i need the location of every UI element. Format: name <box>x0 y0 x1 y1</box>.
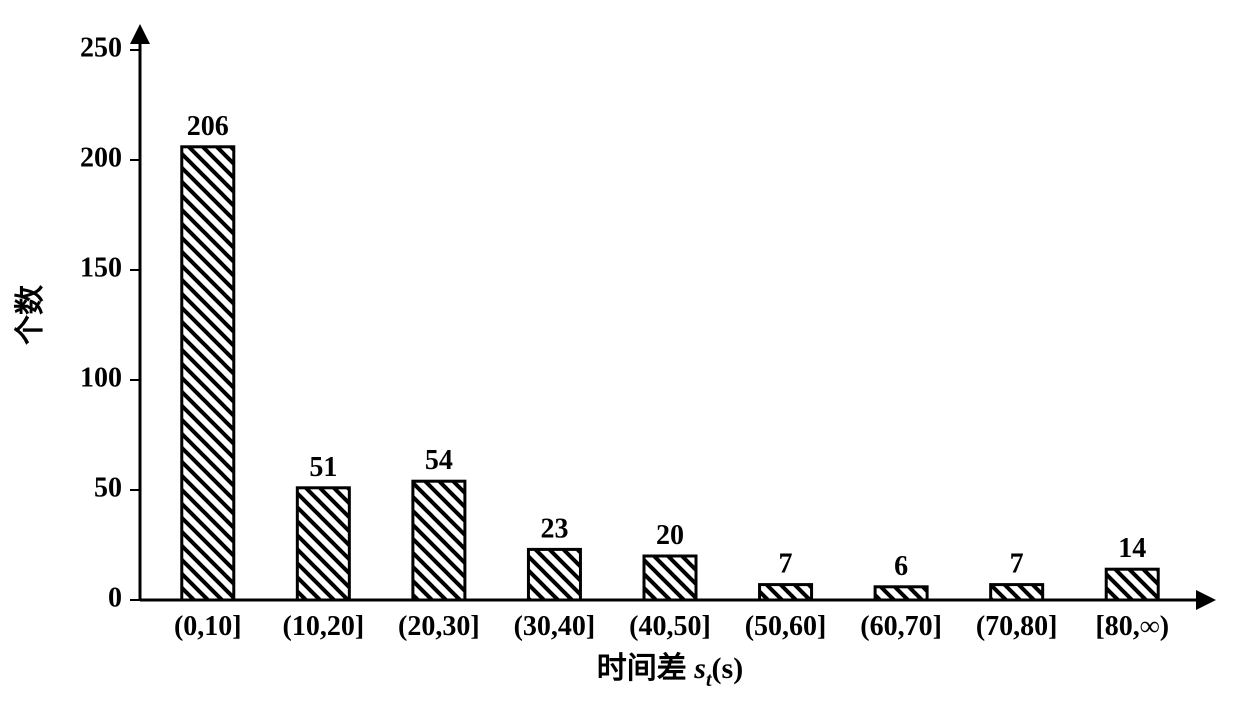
x-axis-label: 时间差 st(s) <box>597 652 743 691</box>
bar-value-label: 206 <box>187 111 229 142</box>
ytick-label: 150 <box>80 252 122 283</box>
bar <box>644 556 696 600</box>
bar-value-label: 7 <box>779 549 793 580</box>
ytick-label: 250 <box>80 32 122 63</box>
bar <box>528 549 580 600</box>
xtick-label: (50,60] <box>745 611 827 642</box>
ytick-label: 0 <box>108 582 122 613</box>
xtick-label: (60,70] <box>860 611 942 642</box>
xtick-label: (30,40] <box>514 611 596 642</box>
ytick-label: 200 <box>80 142 122 173</box>
xtick-label: (70,80] <box>976 611 1058 642</box>
bar <box>297 488 349 600</box>
bar-value-label: 54 <box>425 445 453 476</box>
bar-chart: 050100150200250206(0,10]51(10,20]54(20,3… <box>0 0 1240 721</box>
y-axis-label: 个数 <box>14 284 47 345</box>
bar-value-label: 20 <box>656 520 684 551</box>
bar <box>182 147 234 600</box>
bar <box>875 587 927 600</box>
bar-value-label: 23 <box>540 513 568 544</box>
xtick-label: (10,20] <box>283 611 365 642</box>
bar <box>1106 569 1158 600</box>
xtick-label: [80,∞) <box>1095 611 1169 642</box>
bar <box>413 481 465 600</box>
chart-svg: 050100150200250206(0,10]51(10,20]54(20,3… <box>0 0 1240 721</box>
ytick-label: 50 <box>94 472 122 503</box>
bar-value-label: 6 <box>894 551 908 582</box>
xtick-label: (20,30] <box>398 611 480 642</box>
xtick-label: (0,10] <box>174 611 242 642</box>
bar-value-label: 51 <box>309 452 337 483</box>
bar <box>760 585 812 600</box>
bar-value-label: 14 <box>1118 533 1146 564</box>
ytick-label: 100 <box>80 362 122 393</box>
bar <box>991 585 1043 600</box>
xtick-label: (40,50] <box>629 611 711 642</box>
bar-value-label: 7 <box>1010 549 1024 580</box>
